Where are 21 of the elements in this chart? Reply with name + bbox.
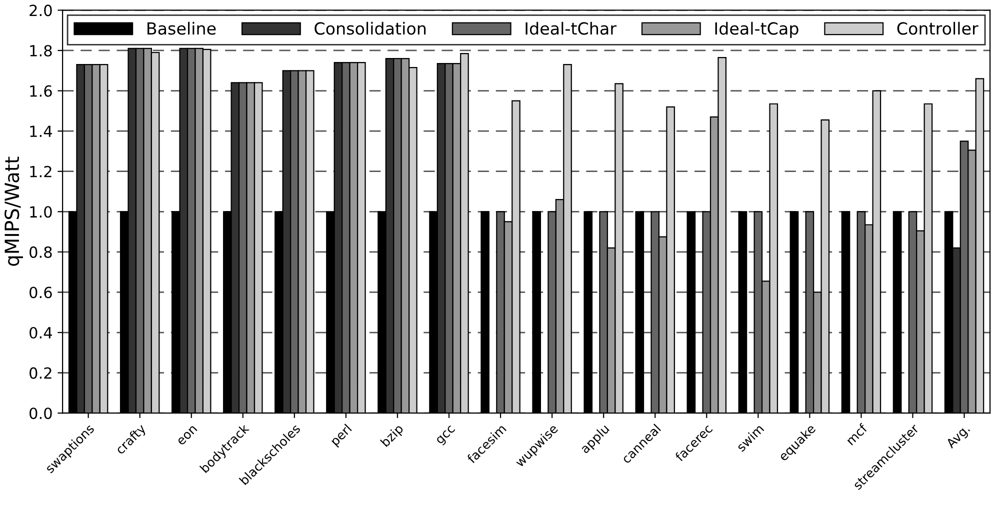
x-tick-label: eon	[177, 425, 198, 446]
x-tick-label: gcc	[436, 425, 458, 446]
legend-label: Ideal-tCap	[715, 22, 798, 38]
x-tick-label: Avg.	[945, 424, 972, 450]
y-axis-title: qMIPS/Watt	[4, 156, 23, 266]
y-tick-label: 1.4	[30, 126, 52, 137]
y-tick-label: 1.6	[30, 85, 52, 97]
y-tick-label: 0.2	[30, 367, 52, 379]
legend-label: Controller	[897, 22, 978, 35]
y-tick-label: 2.0	[30, 4, 52, 16]
y-tick-label: 1.2	[30, 166, 52, 178]
y-tick-label: 0.0	[30, 408, 52, 420]
legend-label: Baseline	[148, 22, 216, 35]
legend-label: Ideal-tChar	[526, 22, 617, 35]
y-tick-label: 1.8	[30, 44, 52, 57]
y-tick-label: 1.0	[30, 206, 52, 218]
y-tick-label: 0.4	[30, 326, 52, 339]
x-tick-label: bzip	[380, 423, 406, 449]
y-tick-label: 0.8	[30, 246, 52, 258]
legend-label: Consolidation	[314, 22, 426, 35]
y-tick-label: 0.6	[30, 286, 52, 298]
